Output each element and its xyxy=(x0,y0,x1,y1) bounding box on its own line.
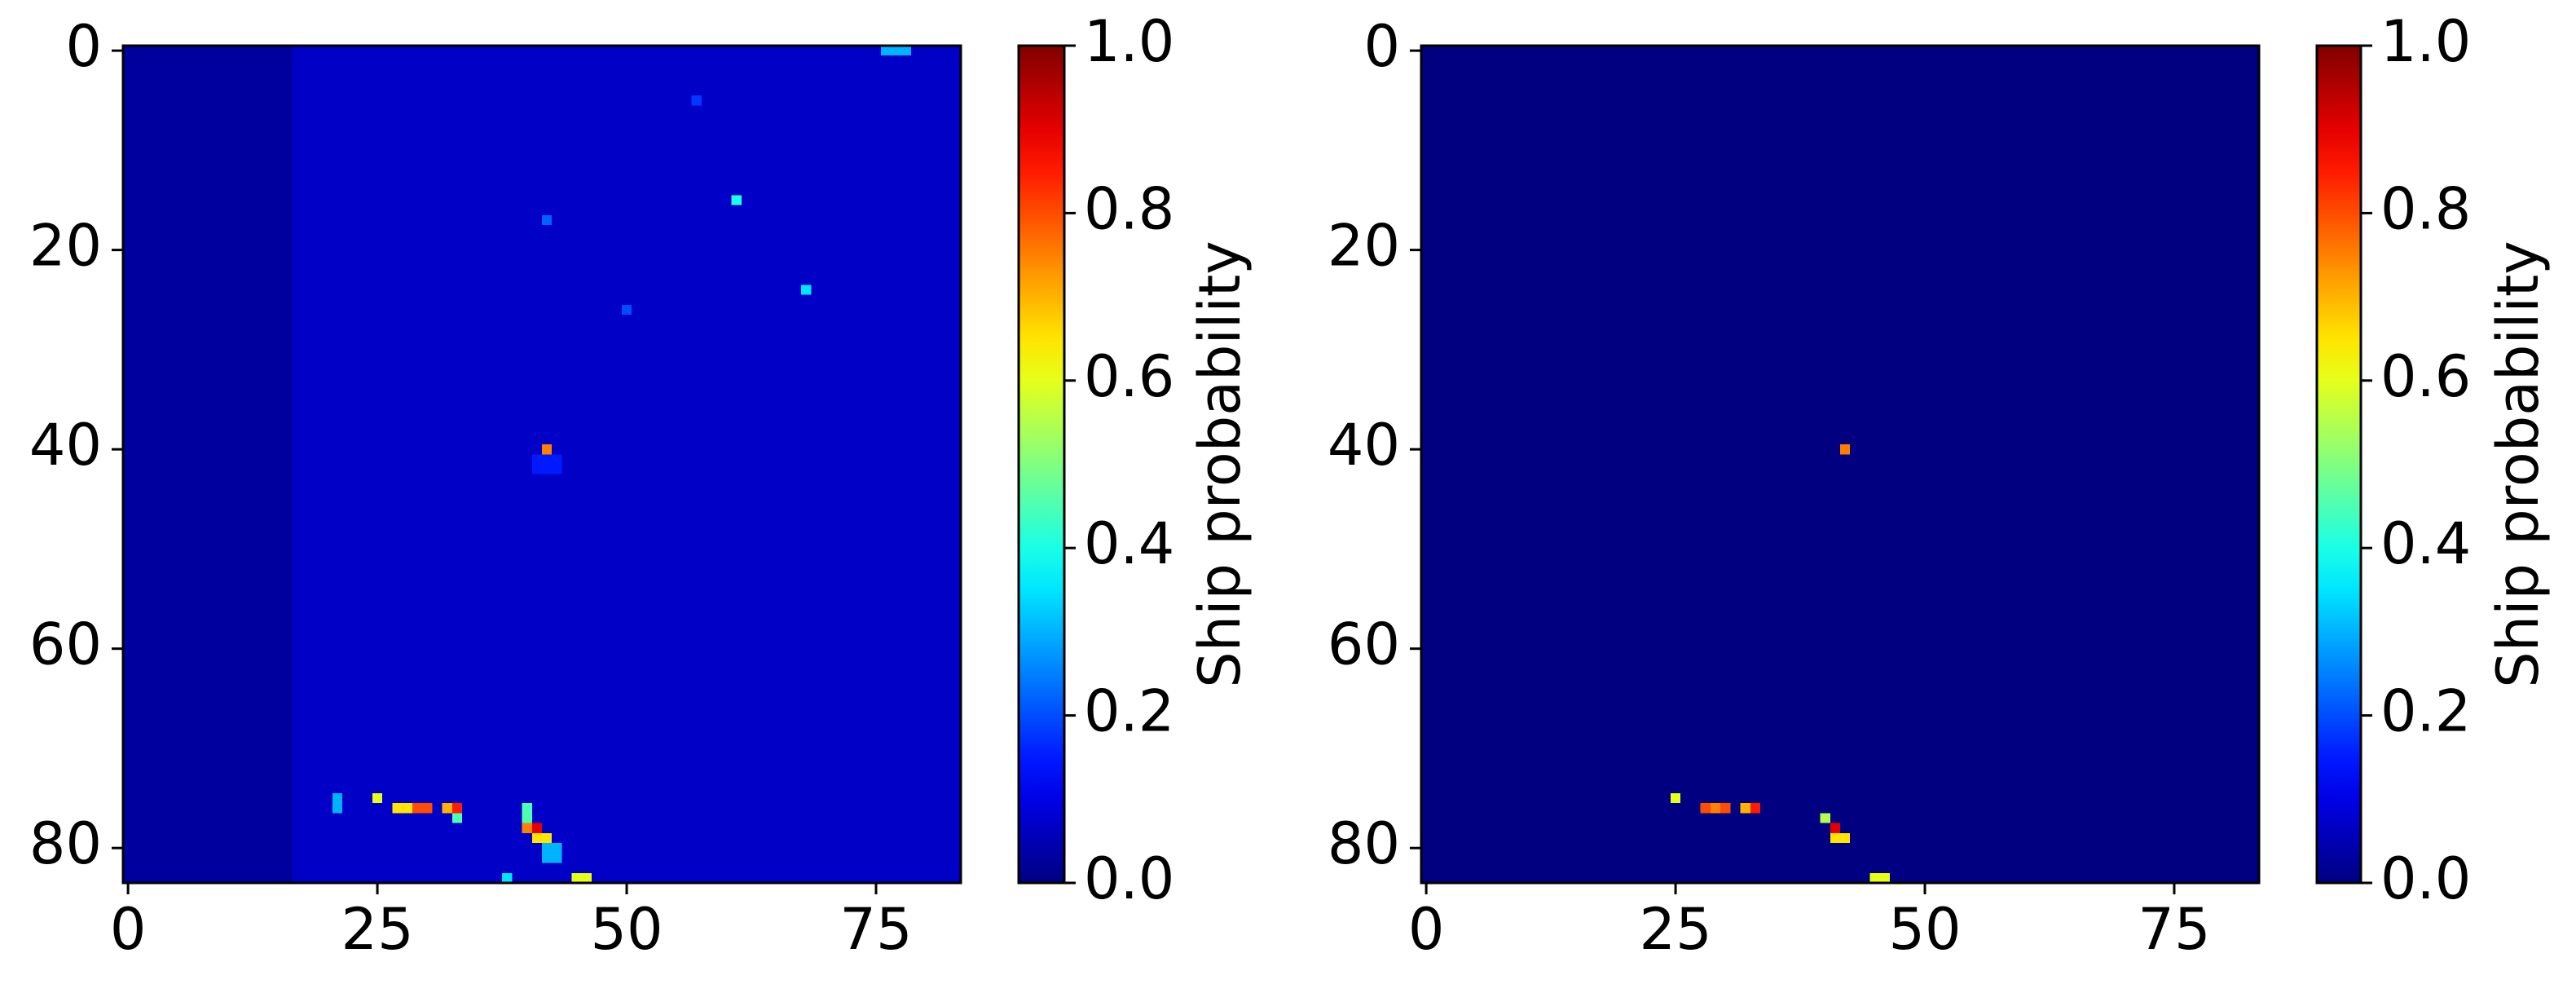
heatmap-cell xyxy=(372,792,383,804)
heatmap-cell xyxy=(1670,792,1681,804)
colorbar-tick-label: 0.8 xyxy=(2380,175,2471,242)
x-tick-label: 25 xyxy=(341,896,414,963)
heatmap-cell xyxy=(1869,872,1891,883)
y-tick-label: 60 xyxy=(29,611,102,678)
colorbar-label: Ship probability xyxy=(1187,240,1253,687)
heatmap-cell xyxy=(542,444,553,455)
heatmap-cell xyxy=(881,46,911,56)
heatmap-cell xyxy=(1840,444,1851,455)
colorbar-tick-label: 0.6 xyxy=(1084,343,1174,410)
y-tick-label: 20 xyxy=(1328,213,1400,280)
axes-frame xyxy=(121,44,962,885)
heatmap-cell xyxy=(542,843,562,863)
heatmap-cell xyxy=(1830,832,1851,844)
y-tick-label: 0 xyxy=(65,13,102,80)
colorbar-tick-label: 0.2 xyxy=(2380,678,2471,745)
heatmap-cell xyxy=(801,285,812,295)
heatmap-cell xyxy=(571,872,592,883)
x-tick-label: 75 xyxy=(2138,896,2210,963)
y-tick-label: 80 xyxy=(29,810,102,877)
heatmap-cell xyxy=(691,95,702,106)
heatmap-cell xyxy=(731,195,742,205)
heatmap-cell xyxy=(621,304,632,315)
y-tick-label: 20 xyxy=(29,213,102,280)
heatmap-cell xyxy=(1720,803,1731,814)
x-tick-label: 0 xyxy=(110,896,147,963)
heatmap-cell xyxy=(1820,813,1830,823)
heatmap-cell xyxy=(502,872,513,883)
heatmap-cell xyxy=(332,792,343,814)
x-tick-label: 50 xyxy=(1888,896,1961,963)
axes-frame xyxy=(1420,44,2261,885)
heatmap-cell xyxy=(1700,803,1711,814)
colorbar-tick-label: 0.6 xyxy=(2380,343,2471,410)
colorbar-tick-label: 0.0 xyxy=(1084,845,1174,912)
heatmap-cell xyxy=(1830,823,1840,833)
heatmap-cell xyxy=(531,832,553,844)
heatmap-cell xyxy=(392,803,412,814)
colorbar-tick-label: 0.8 xyxy=(1084,175,1174,242)
y-tick-label: 0 xyxy=(1363,13,1400,80)
heatmap-cell xyxy=(522,803,532,823)
heatmap-cell xyxy=(451,813,463,823)
colorbar-tick-label: 1.0 xyxy=(2380,8,2471,75)
y-tick-label: 40 xyxy=(1328,412,1400,479)
colorbar-tick-label: 0.4 xyxy=(1084,510,1174,577)
heatmap-cell xyxy=(123,46,293,883)
y-tick-label: 40 xyxy=(29,412,102,479)
heatmap-cell xyxy=(293,46,961,883)
x-tick-label: 25 xyxy=(1640,896,1712,963)
colorbar-tick-label: 0.2 xyxy=(1084,678,1174,745)
heatmap-cell xyxy=(1750,803,1761,814)
heatmap-cell xyxy=(531,823,542,833)
colorbar-tick-label: 1.0 xyxy=(1084,8,1174,75)
y-tick-label: 80 xyxy=(1328,810,1400,877)
heatmap-cell xyxy=(1740,803,1750,814)
heatmap-cell xyxy=(451,803,463,814)
heatmap-cell xyxy=(531,454,562,474)
heatmap-cell xyxy=(442,803,452,814)
x-tick-label: 75 xyxy=(839,896,912,963)
heatmap-cell xyxy=(542,214,553,226)
colorbar-tick-label: 0.4 xyxy=(2380,510,2471,577)
x-tick-label: 50 xyxy=(590,896,663,963)
colorbar-label: Ship probability xyxy=(2485,240,2552,687)
x-tick-label: 0 xyxy=(1408,896,1445,963)
colorbar xyxy=(2315,44,2362,885)
y-tick-label: 60 xyxy=(1328,611,1400,678)
heatmap-cell xyxy=(1710,803,1721,814)
colorbar-tick-label: 0.0 xyxy=(2380,845,2471,912)
colorbar xyxy=(1017,44,1066,885)
heatmap-cell xyxy=(522,823,532,833)
heatmap-cell xyxy=(412,803,433,814)
heatmap-cell xyxy=(1421,46,2259,883)
